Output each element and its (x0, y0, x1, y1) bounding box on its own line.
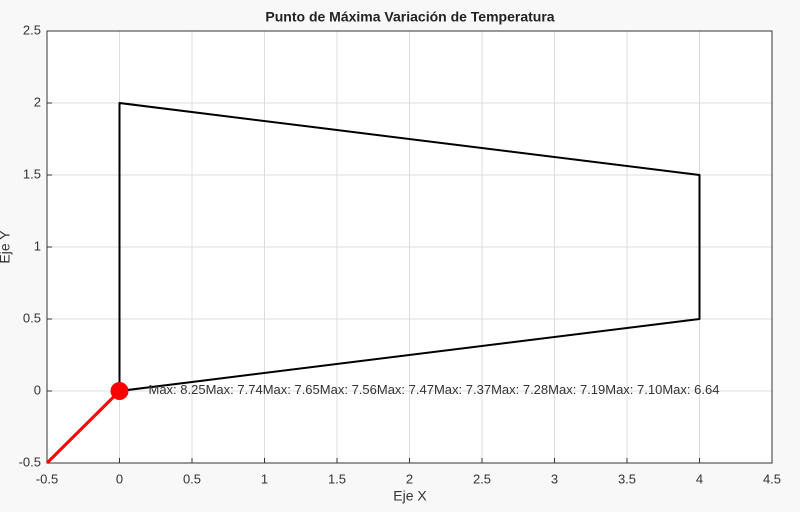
annotation: Max: 7.19 (548, 382, 605, 397)
x-tick-label: 3 (551, 471, 558, 486)
x-tick-label: 4.5 (763, 471, 781, 486)
x-tick-label: 1 (261, 471, 268, 486)
chart-title: Punto de Máxima Variación de Temperatura (265, 9, 554, 25)
axes-box (46, 30, 773, 464)
annotation: Max: 7.28 (491, 382, 548, 397)
annotation: Max: 7.74 (206, 382, 263, 397)
y-axis-label: Eje Y (0, 230, 13, 264)
y-tick-label: 0.5 (23, 310, 41, 325)
x-tick-label: 2 (406, 471, 413, 486)
x-tick-label: 1.5 (328, 471, 346, 486)
y-tick-label: 1 (34, 238, 41, 253)
line (118, 102, 701, 392)
x-tick-label: -0.5 (36, 471, 58, 486)
x-tick-label: 2.5 (473, 471, 491, 486)
x-tick-label: 0 (116, 471, 123, 486)
annotation: Max: 7.37 (434, 382, 491, 397)
x-tick-label: 0.5 (183, 471, 201, 486)
annotation-group: Max: 8.25Max: 7.74Max: 7.65Max: 7.56Max:… (149, 382, 720, 397)
line (45, 389, 121, 465)
y-tick-label: 2 (34, 94, 41, 109)
x-tick-label: 4 (696, 471, 703, 486)
annotation: Max: 7.47 (377, 382, 434, 397)
annotation: Max: 8.25 (149, 382, 206, 397)
marker (110, 382, 129, 400)
x-tick-label: 3.5 (618, 471, 636, 486)
annotation: Max: 7.56 (320, 382, 377, 397)
y-tick-label: 1.5 (23, 166, 41, 181)
y-tick-label: -0.5 (19, 454, 41, 469)
y-tick-label: 0 (34, 382, 41, 397)
y-tick-label: 2.5 (23, 22, 41, 37)
x-axis-label: Eje X (393, 488, 427, 504)
annotation: Max: 7.65 (263, 382, 320, 397)
annotation: Max: 6.64 (662, 382, 719, 397)
annotation: Max: 7.10 (605, 382, 662, 397)
